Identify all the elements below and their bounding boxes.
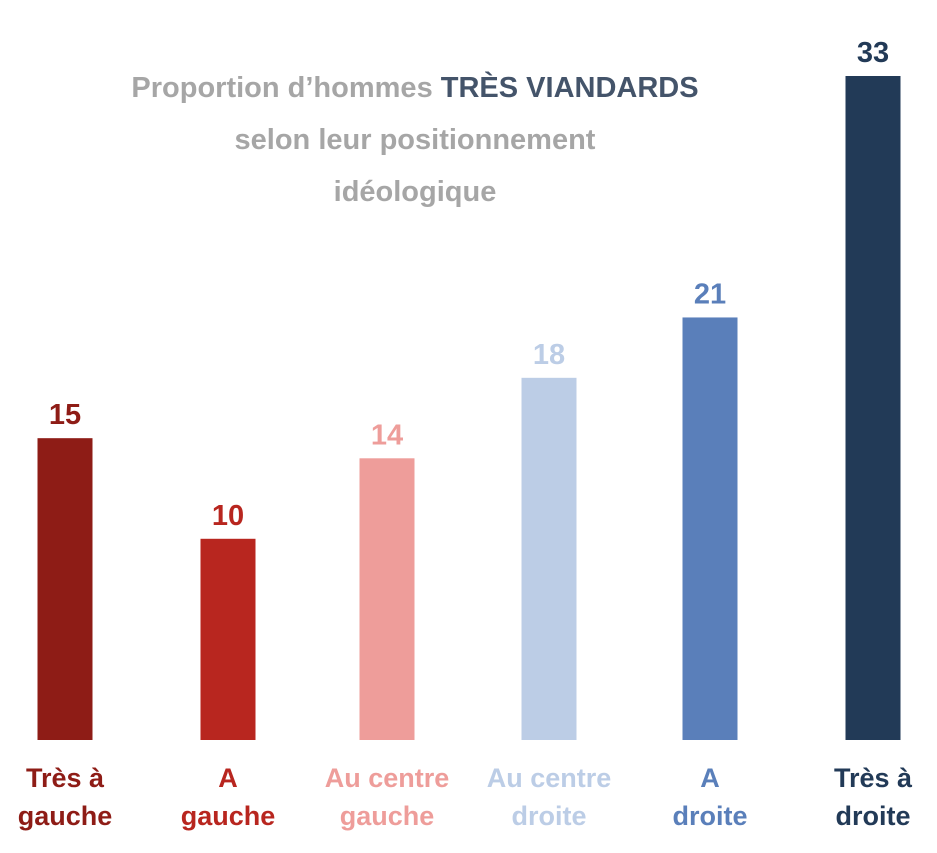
value-label-4: 21 <box>694 278 726 310</box>
category-label-5-0: Très à <box>834 763 913 793</box>
category-label-3-1: droite <box>511 801 586 831</box>
title-highlight: TRÈS VIANDARDS <box>440 72 699 104</box>
bar-3 <box>521 377 577 740</box>
bar-1 <box>200 538 256 740</box>
category-label-4-0: A <box>700 763 720 793</box>
category-label-2-1: gauche <box>340 801 435 831</box>
value-label-0: 15 <box>49 399 81 431</box>
value-label-3: 18 <box>533 339 565 371</box>
title-line-2: selon leur positionnement <box>234 124 596 156</box>
category-label-4-1: droite <box>672 801 747 831</box>
value-label-2: 14 <box>371 419 403 451</box>
chart-title: Proportion d’hommes TRÈS VIANDARDS selon… <box>60 62 770 218</box>
value-label-5: 33 <box>857 37 889 69</box>
category-label-3-0: Au centre <box>487 763 612 793</box>
category-label-2-0: Au centre <box>325 763 450 793</box>
category-label-0-1: gauche <box>18 801 113 831</box>
title-prefix: Proportion d’hommes <box>131 72 433 104</box>
value-label-1: 10 <box>212 500 244 532</box>
title-line-1: Proportion d’hommes TRÈS VIANDARDS <box>60 62 770 114</box>
category-label-1-0: A <box>218 763 238 793</box>
category-label-0-0: Très à <box>26 763 105 793</box>
bar-4 <box>682 317 738 740</box>
bar-5 <box>845 76 901 740</box>
bar-0 <box>37 438 93 740</box>
category-label-1-1: gauche <box>181 801 276 831</box>
category-label-5-1: droite <box>835 801 910 831</box>
title-line-3: idéologique <box>333 176 497 208</box>
bar-2 <box>359 458 415 740</box>
